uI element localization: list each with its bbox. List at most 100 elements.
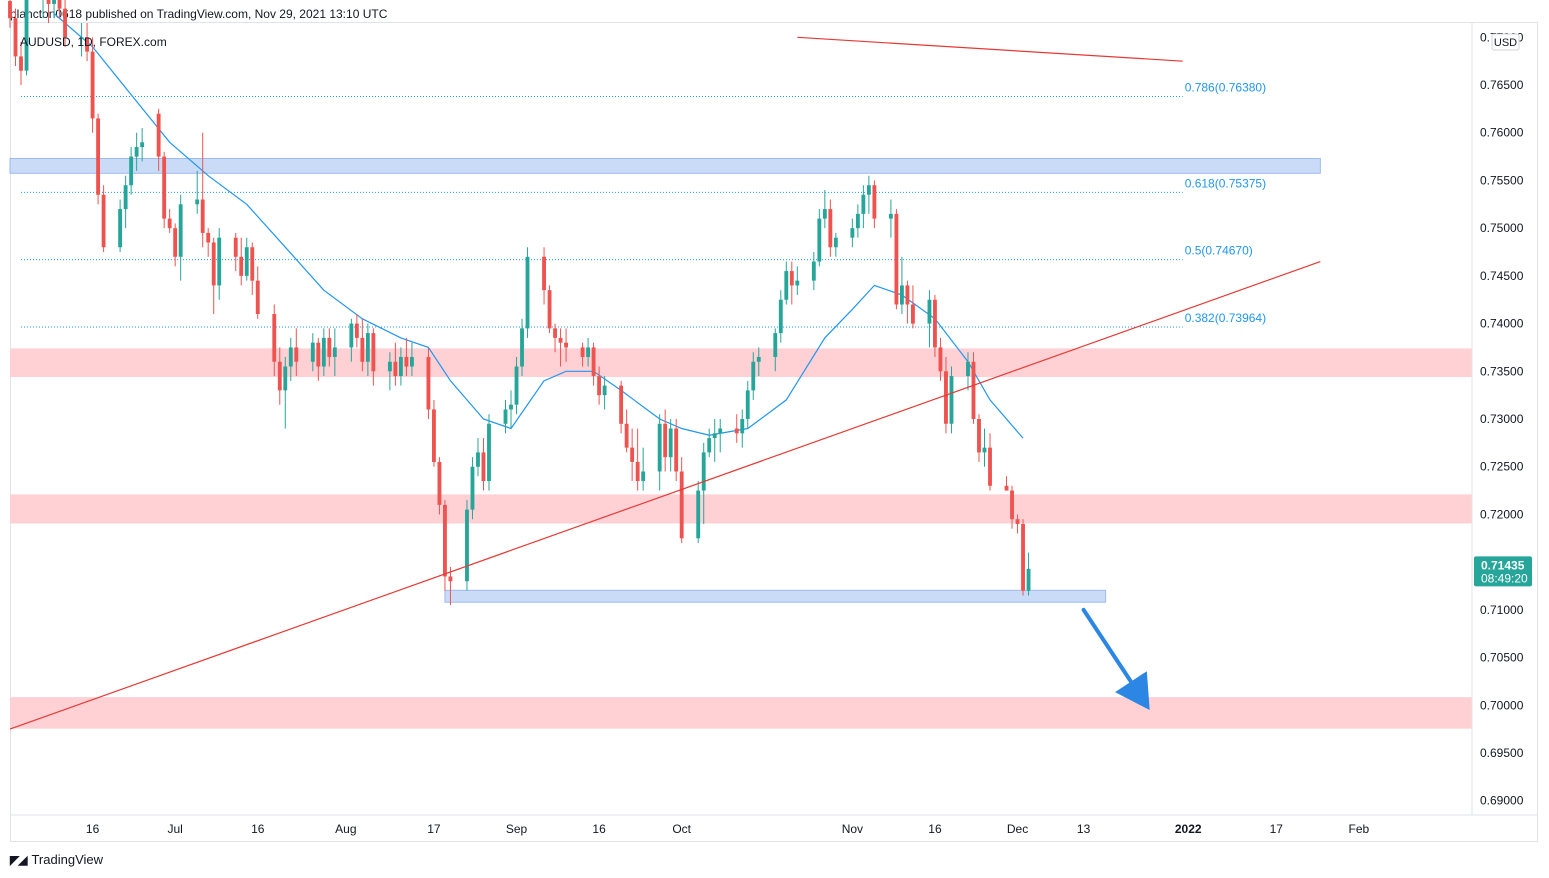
- publish-info: plancton0618 published on TradingView.co…: [10, 7, 388, 21]
- candle-body: [988, 447, 992, 486]
- candle-body: [140, 142, 145, 148]
- candle-body: [277, 361, 282, 391]
- candle-body: [624, 423, 629, 448]
- time-tick-label: Nov: [842, 822, 863, 836]
- candle-body: [674, 428, 679, 472]
- price-tick-label: 0.72500: [1480, 460, 1524, 474]
- time-tick-label: 17: [1270, 822, 1284, 836]
- candle-body: [773, 333, 778, 357]
- candle-body: [360, 337, 365, 362]
- time-tick-label: Dec: [1007, 822, 1028, 836]
- candle-body: [52, 0, 56, 4]
- time-tick-label: Feb: [1349, 822, 1370, 836]
- candle-body: [949, 376, 954, 424]
- price-tick-label: 0.70000: [1480, 698, 1524, 712]
- candle-body: [481, 452, 486, 482]
- price-tick-label: 0.74500: [1480, 269, 1524, 283]
- price-tick-label: 0.76000: [1480, 126, 1524, 140]
- candle-body: [156, 113, 161, 157]
- candle-body: [332, 347, 337, 357]
- moving-average-line: [53, 13, 1024, 439]
- candle-body: [630, 447, 635, 462]
- candle-body: [79, 37, 84, 39]
- time-tick-label: 17: [427, 822, 441, 836]
- price-tick-label: 0.74000: [1480, 317, 1524, 331]
- candle-body: [580, 347, 585, 357]
- candle-body: [888, 213, 893, 219]
- time-tick-label: 16: [592, 822, 606, 836]
- candle-body: [701, 452, 706, 491]
- candle-body: [663, 423, 668, 458]
- candle-body: [365, 333, 370, 362]
- candle-body: [899, 285, 904, 305]
- candle-body: [938, 347, 943, 372]
- candle-body: [173, 228, 178, 257]
- price-tick-label: 0.75000: [1480, 221, 1524, 235]
- candle-body: [387, 361, 392, 372]
- arrow-shaft: [1081, 607, 1133, 684]
- candle-body: [46, 0, 51, 4]
- candle-body: [586, 347, 591, 357]
- candle-body: [437, 461, 442, 505]
- candle-body: [855, 213, 860, 229]
- candle-body: [872, 185, 877, 219]
- fib-level-label: 0.786(0.76380): [1185, 80, 1266, 94]
- candle-body: [718, 428, 723, 434]
- price-tick-label: 0.72000: [1480, 507, 1524, 521]
- candle-body: [118, 209, 123, 248]
- candle-body: [327, 337, 332, 357]
- candle-body: [591, 347, 596, 377]
- candle-body: [602, 385, 607, 396]
- time-tick-label: 16: [928, 822, 942, 836]
- trend-line: [9, 260, 1321, 730]
- candle-body: [509, 404, 513, 410]
- candle-body: [162, 156, 167, 219]
- candle-body: [933, 299, 937, 348]
- chart-frame: [10, 22, 1538, 842]
- candle-body: [393, 361, 398, 377]
- candle-body: [63, 8, 67, 38]
- price-tick-label: 0.75500: [1480, 173, 1524, 187]
- fib-level-label: 0.382(0.73964): [1185, 311, 1266, 325]
- time-tick-label: Sep: [506, 822, 528, 836]
- candle-body: [8, 1, 12, 19]
- candle-body: [553, 328, 557, 338]
- candle-body: [679, 471, 684, 539]
- candle-body: [784, 271, 789, 300]
- candle-body: [432, 409, 436, 462]
- candle-body: [822, 209, 827, 219]
- candle-body: [129, 156, 134, 186]
- candle-body: [1004, 485, 1009, 491]
- arrow-layer: [1081, 607, 1150, 711]
- footer-brand: TradingView: [31, 852, 104, 867]
- candle-body: [927, 299, 932, 324]
- tradingview-logo-icon: ◤◢: [10, 852, 27, 867]
- price-tick-label: 0.76500: [1480, 78, 1524, 92]
- candle-body: [944, 371, 948, 424]
- candle-body: [756, 356, 761, 362]
- candle-body: [1010, 490, 1014, 520]
- candle-body: [487, 423, 491, 482]
- price-tick-label: 0.69500: [1480, 746, 1524, 760]
- symbol-label: AUDUSD, 1D, FOREX.com: [20, 35, 167, 49]
- resistance-zone: [10, 348, 1472, 378]
- arrow-down-icon: [1115, 671, 1150, 711]
- candle-body: [404, 356, 409, 367]
- candle-body: [696, 490, 701, 539]
- last-price-tag: [1474, 556, 1532, 587]
- candle-body: [1015, 519, 1020, 524]
- candle-body: [244, 247, 249, 276]
- candle-body: [1021, 523, 1025, 591]
- candle-body: [310, 342, 315, 362]
- candle-body: [255, 280, 260, 315]
- footer: ◤◢ TradingView: [10, 852, 103, 867]
- candle-body: [564, 342, 568, 348]
- candle-body: [977, 419, 981, 453]
- candle-body: [409, 356, 414, 367]
- last-price-countdown: 08:49:20: [1481, 571, 1528, 585]
- candle-body: [13, 18, 18, 57]
- candle-body: [217, 237, 222, 286]
- axes-layer: 0.770000.765000.760000.755000.750000.745…: [10, 22, 1538, 836]
- candle-body: [778, 299, 783, 334]
